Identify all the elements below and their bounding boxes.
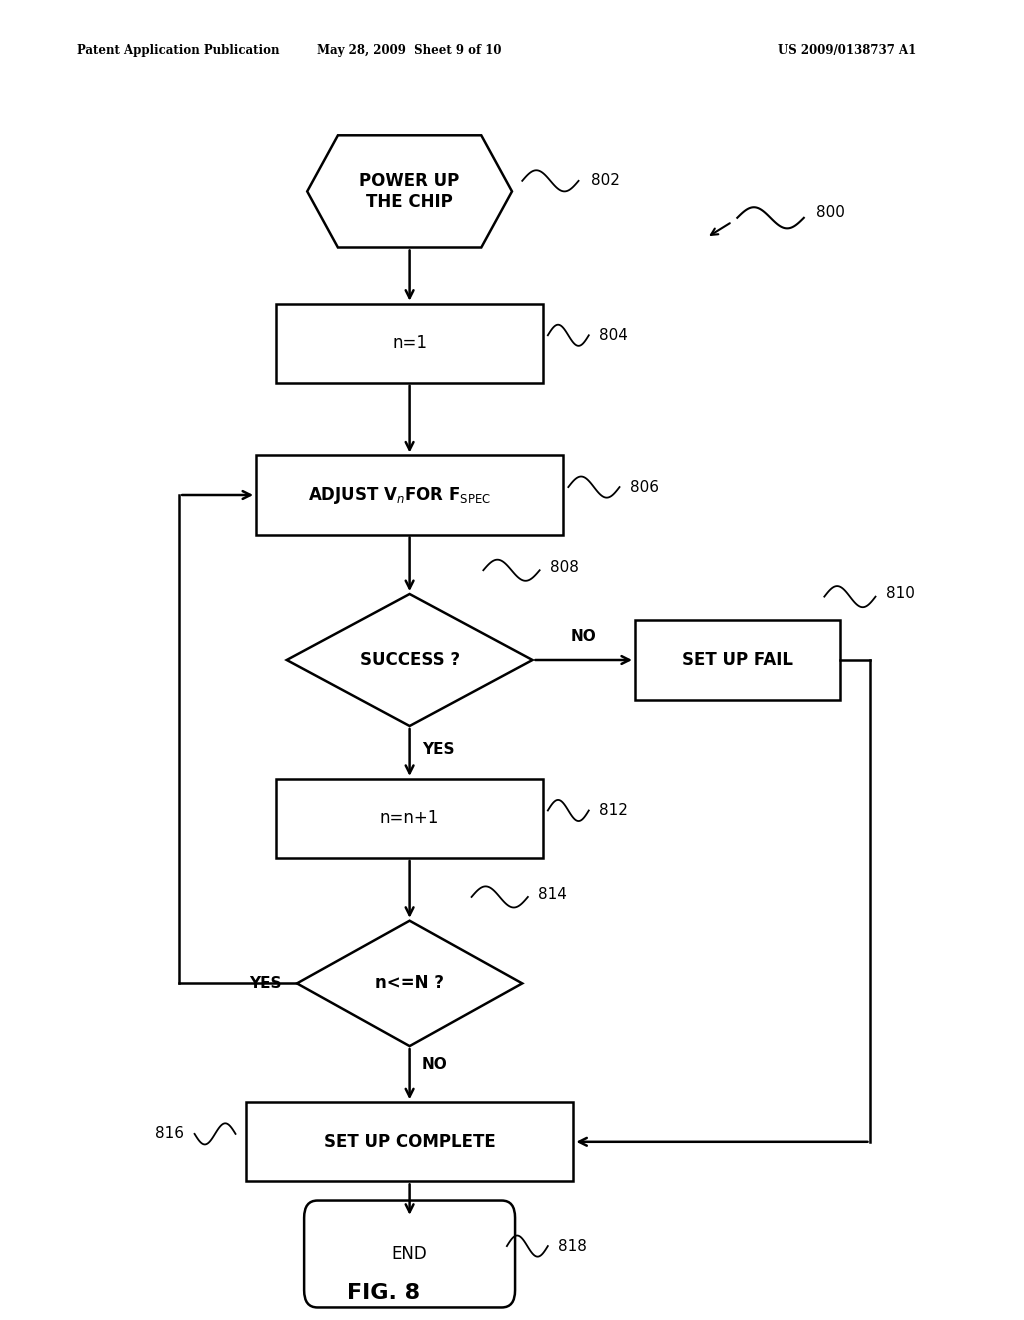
Text: YES: YES	[249, 975, 282, 991]
Text: ADJUST V$_n$FOR F$_{\rm SPEC}$: ADJUST V$_n$FOR F$_{\rm SPEC}$	[308, 484, 490, 506]
Text: 810: 810	[886, 586, 914, 602]
Text: n<=N ?: n<=N ?	[375, 974, 444, 993]
Text: 812: 812	[599, 803, 628, 818]
Bar	[276, 304, 543, 383]
Text: 806: 806	[630, 479, 658, 495]
Bar	[635, 620, 840, 700]
Bar	[276, 779, 543, 858]
Text: 818: 818	[558, 1238, 587, 1254]
Text: SET UP FAIL: SET UP FAIL	[682, 651, 793, 669]
Text: END: END	[392, 1245, 427, 1263]
Text: 800: 800	[816, 205, 845, 220]
Bar	[246, 1102, 573, 1181]
Text: 814: 814	[539, 887, 567, 902]
Text: May 28, 2009  Sheet 9 of 10: May 28, 2009 Sheet 9 of 10	[317, 44, 502, 57]
Text: Patent Application Publication: Patent Application Publication	[77, 44, 280, 57]
Text: US 2009/0138737 A1: US 2009/0138737 A1	[778, 44, 916, 57]
Text: 808: 808	[550, 560, 579, 576]
Text: 802: 802	[591, 173, 620, 189]
Bar	[256, 455, 563, 535]
Text: SET UP COMPLETE: SET UP COMPLETE	[324, 1133, 496, 1151]
Text: 816: 816	[156, 1126, 184, 1142]
Text: NO: NO	[570, 630, 597, 644]
Text: n=1: n=1	[392, 334, 427, 352]
Text: 804: 804	[599, 327, 628, 343]
Text: n=n+1: n=n+1	[380, 809, 439, 828]
Text: YES: YES	[422, 742, 455, 756]
Text: FIG. 8: FIG. 8	[347, 1283, 421, 1303]
Text: NO: NO	[422, 1056, 447, 1072]
Text: POWER UP
THE CHIP: POWER UP THE CHIP	[359, 172, 460, 211]
Text: SUCCESS ?: SUCCESS ?	[359, 651, 460, 669]
